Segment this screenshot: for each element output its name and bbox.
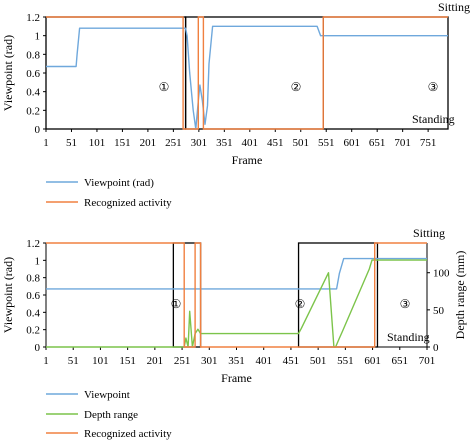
y-tick-label: 0.4 <box>26 87 40 99</box>
phase-label: ② <box>291 80 302 94</box>
x-tick-label: 601 <box>364 355 381 367</box>
y-tick-label: 0 <box>35 342 41 354</box>
x-tick-label: 151 <box>114 137 131 149</box>
phase-label: ② <box>295 297 306 311</box>
series-line-recognized-activity <box>46 242 427 348</box>
y-tick-label: 0.2 <box>26 325 40 337</box>
phase-label: ③ <box>428 80 439 94</box>
y-tick-label: 1.2 <box>26 238 40 250</box>
x-tick-label: 151 <box>119 355 136 367</box>
y-right-tick-label: 0 <box>433 342 439 354</box>
y-axis-label: Viewpoint (rad) <box>1 35 15 111</box>
series-line-depth-range <box>46 259 427 348</box>
x-tick-label: 1 <box>43 137 49 149</box>
phase-label: ① <box>159 80 170 94</box>
state-label-top: Sitting <box>438 0 470 14</box>
x-tick-label: 101 <box>92 355 109 367</box>
x-tick-label: 501 <box>293 137 310 149</box>
state-label-bottom: Standing <box>412 112 455 126</box>
legend-label: Recognized activity <box>84 428 172 440</box>
y-tick-label: 0.8 <box>26 49 40 61</box>
x-tick-label: 251 <box>174 355 191 367</box>
series-line-recognized-activity <box>46 16 448 130</box>
x-tick-label: 651 <box>369 137 386 149</box>
y-tick-label: 0.2 <box>26 105 40 117</box>
legend-label: Recognized activity <box>84 197 172 209</box>
y-axis-right-label: Depth range (mm) <box>453 251 467 340</box>
x-tick-label: 251 <box>165 137 182 149</box>
y-right-tick-label: 50 <box>433 305 445 317</box>
legend-label: Depth range <box>84 409 138 421</box>
phase-box <box>45 16 187 130</box>
x-tick-label: 351 <box>228 355 245 367</box>
x-tick-label: 201 <box>147 355 164 367</box>
x-tick-label: 501 <box>310 355 327 367</box>
state-label-bottom: Standing <box>387 330 430 344</box>
legend-label: Viewpoint (rad) <box>84 177 154 189</box>
series-line-viewpoint-rad <box>46 25 448 130</box>
x-tick-label: 1 <box>43 355 49 367</box>
x-tick-label: 51 <box>66 137 77 149</box>
x-tick-label: 701 <box>394 137 411 149</box>
x-tick-label: 451 <box>267 137 284 149</box>
x-tick-label: 551 <box>318 137 335 149</box>
x-tick-label: 301 <box>191 137 208 149</box>
x-tick-label: 701 <box>419 355 436 367</box>
legend-label: Viewpoint <box>84 389 130 401</box>
phase-label: ③ <box>400 297 411 311</box>
x-tick-label: 101 <box>89 137 106 149</box>
x-tick-label: 201 <box>140 137 157 149</box>
x-tick-label: 601 <box>343 137 360 149</box>
series-line-viewpoint <box>46 257 427 290</box>
x-axis-label: Frame <box>232 153 263 167</box>
x-tick-label: 401 <box>242 137 259 149</box>
x-tick-label: 51 <box>68 355 79 367</box>
y-tick-label: 0.6 <box>26 290 40 302</box>
y-tick-label: 1.2 <box>26 12 40 24</box>
y-tick-label: 1 <box>35 255 41 267</box>
y-tick-label: 0.6 <box>26 68 40 80</box>
x-tick-label: 301 <box>201 355 218 367</box>
y-tick-label: 0.8 <box>26 273 40 285</box>
x-tick-label: 401 <box>255 355 272 367</box>
phase-label: ① <box>171 297 182 311</box>
x-tick-label: 551 <box>337 355 354 367</box>
y-right-tick-label: 100 <box>433 268 450 280</box>
y-tick-label: 1 <box>35 31 41 43</box>
x-axis-label: Frame <box>221 371 252 385</box>
chart-1: 00.20.40.60.811.21 51 101 151 201 251 301 351 40… <box>1 0 470 209</box>
x-tick-label: 351 <box>216 137 233 149</box>
state-label-top: Sitting <box>413 226 445 240</box>
x-tick-label: 751 <box>420 137 437 149</box>
y-tick-label: 0 <box>35 124 41 136</box>
x-tick-label: 651 <box>392 355 409 367</box>
y-axis-label: Viewpoint (rad) <box>1 257 15 333</box>
x-tick-label: 451 <box>283 355 300 367</box>
y-tick-label: 0.4 <box>26 307 40 319</box>
